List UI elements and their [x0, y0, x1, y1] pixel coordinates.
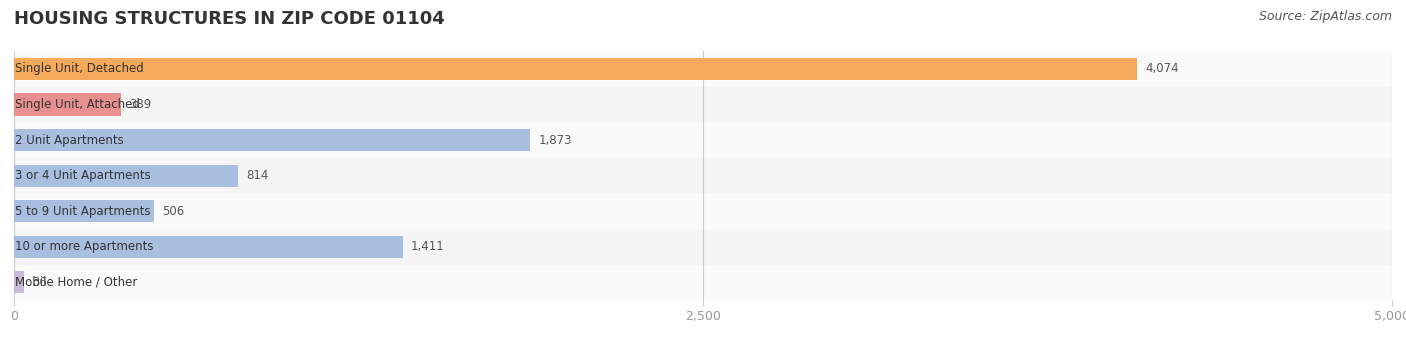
- Text: Source: ZipAtlas.com: Source: ZipAtlas.com: [1258, 10, 1392, 23]
- Text: HOUSING STRUCTURES IN ZIP CODE 01104: HOUSING STRUCTURES IN ZIP CODE 01104: [14, 10, 444, 28]
- Text: 506: 506: [162, 205, 184, 218]
- Text: 5 to 9 Unit Apartments: 5 to 9 Unit Apartments: [14, 205, 150, 218]
- Text: 36: 36: [32, 276, 48, 289]
- Text: 1,411: 1,411: [411, 240, 444, 253]
- Text: 1,873: 1,873: [538, 134, 572, 147]
- Bar: [14, 200, 153, 222]
- Text: 10 or more Apartments: 10 or more Apartments: [14, 240, 153, 253]
- Bar: [14, 87, 1392, 122]
- Text: 814: 814: [246, 169, 269, 182]
- Bar: [14, 265, 1392, 300]
- Text: 2 Unit Apartments: 2 Unit Apartments: [14, 134, 124, 147]
- Bar: [14, 58, 1137, 80]
- Bar: [14, 158, 1392, 193]
- Text: Single Unit, Detached: Single Unit, Detached: [14, 62, 143, 75]
- Text: 3 or 4 Unit Apartments: 3 or 4 Unit Apartments: [14, 169, 150, 182]
- Text: 389: 389: [129, 98, 152, 111]
- Text: 4,074: 4,074: [1144, 62, 1178, 75]
- Bar: [14, 271, 24, 293]
- Bar: [14, 129, 530, 151]
- Bar: [14, 193, 1392, 229]
- Bar: [14, 93, 121, 116]
- Bar: [14, 229, 1392, 265]
- Text: Single Unit, Attached: Single Unit, Attached: [14, 98, 139, 111]
- Bar: [14, 122, 1392, 158]
- Bar: [14, 51, 1392, 87]
- Text: Mobile Home / Other: Mobile Home / Other: [14, 276, 136, 289]
- Bar: [14, 165, 239, 187]
- Bar: [14, 236, 404, 258]
